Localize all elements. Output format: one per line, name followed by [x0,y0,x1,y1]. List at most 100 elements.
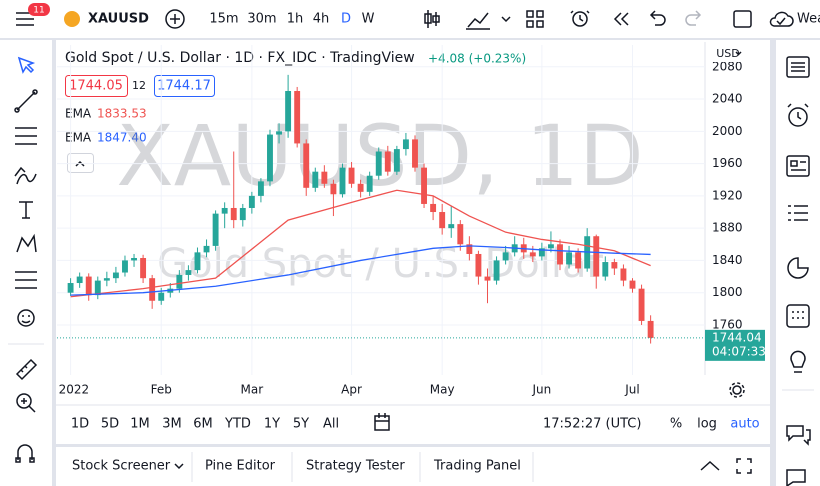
last-price-label: 1744.04 [712,330,762,344]
y-tick-label: 1920 [712,188,743,202]
candle-body [85,276,92,296]
settings-button[interactable] [729,382,745,398]
symbol-icon [64,11,80,27]
candle-body [412,139,418,168]
symbol[interactable]: XAUUSD [88,12,149,27]
y-tick-label: 1800 [712,285,743,299]
side-widgets[interactable] [786,56,811,486]
candle-body [285,90,292,132]
left-toolbar [0,40,52,486]
bid-box[interactable] [65,75,128,97]
range-button[interactable]: 1D [71,417,89,432]
drawing-tools[interactable] [14,56,38,463]
range-button[interactable]: 3M [162,417,182,432]
range-button[interactable]: 5Y [293,417,309,432]
x-tick-label: Jun [531,383,551,397]
candle-body [103,278,110,281]
candle-body [276,131,282,135]
tab-chevron [174,463,184,470]
range-button[interactable]: 5D [101,417,119,432]
chart-panel [56,40,770,444]
replay-button[interactable] [613,12,629,26]
expand-panel-button[interactable] [736,458,752,474]
candle-body [158,292,165,301]
candle-body [257,181,264,196]
ask-box[interactable] [154,75,215,97]
interval-button[interactable]: 15m [209,12,238,27]
bottom-tab[interactable]: Trading Panel [433,459,521,474]
candle-body [393,149,400,172]
undo-button[interactable] [649,10,666,26]
indicators-button[interactable] [466,12,511,30]
y-tick-label: 2080 [712,59,743,73]
candle-body [593,236,600,277]
candle-body [566,252,573,265]
candle-body [112,272,119,279]
interval-button[interactable]: 4h [313,12,330,27]
candle-body [140,258,147,279]
candle-body [357,183,364,192]
fullscreen-button[interactable] [733,10,752,28]
y-tick-label: 2000 [712,124,743,138]
candle-body [248,195,255,208]
candle-body [647,320,654,338]
range-button[interactable]: 1M [130,417,150,432]
weather-label[interactable]: Wea [797,12,820,27]
candle-body [538,248,545,257]
candle-body [502,252,509,261]
candle-body [620,268,627,281]
interval-button[interactable]: D [341,12,351,27]
goto-date-button[interactable] [374,413,390,431]
compare-button[interactable] [165,9,185,29]
range-button[interactable]: YTD [224,417,251,432]
percent-toggle[interactable]: % [670,417,682,432]
alert-button[interactable] [570,10,590,27]
badge-count: 11 [33,6,44,16]
candle-body [611,262,618,269]
candle-body [131,258,137,261]
candle-body [239,207,246,221]
maximize-panel-button[interactable] [700,460,720,471]
redo-button[interactable] [685,10,702,26]
candle-body [76,276,83,284]
interval-button[interactable]: W [362,12,375,27]
chart-legend-title: Gold Spot / U.S. Dollar · 1D · FX_IDC · … [65,50,415,66]
candle-body [267,134,273,182]
candle-body [602,262,609,277]
candle-body [466,244,473,254]
bottom-tab[interactable]: Stock Screener [72,459,171,474]
clock[interactable]: 17:52:27 (UTC) [543,417,641,432]
interval-button[interactable]: 1h [287,12,304,27]
candle-body [575,252,582,269]
y-tick-label: 2040 [712,92,743,106]
layout-button[interactable] [526,10,544,28]
candle-body [457,224,464,245]
log-toggle[interactable]: log [697,417,717,432]
range-button[interactable]: All [323,417,339,432]
range-button[interactable]: 1Y [264,417,280,432]
y-tick-label: 1760 [712,317,743,331]
collapse-icon [75,160,85,167]
candle-body [212,213,219,246]
range-button[interactable]: 6M [193,417,213,432]
y-tick-label: 1960 [712,156,743,170]
candle-body [484,276,491,281]
bottom-tab[interactable]: Pine Editor [205,459,276,474]
bottom-tab[interactable]: Strategy Tester [306,459,405,474]
candle-body [339,167,346,195]
candle-body [421,167,427,204]
bid-price: 1744.05 [69,79,123,94]
currency[interactable]: USD [716,47,740,60]
interval-button[interactable]: 30m [247,12,276,27]
chart-type-button[interactable] [424,10,440,28]
top-toolbar [0,0,820,38]
last-price-box [705,329,765,361]
candle-body [430,203,437,213]
auto-toggle[interactable]: auto [730,417,759,432]
badge [28,3,50,16]
candle-body [194,252,201,271]
bottom-panel [56,447,770,486]
candle-body [557,244,563,265]
ema-line [70,189,651,298]
